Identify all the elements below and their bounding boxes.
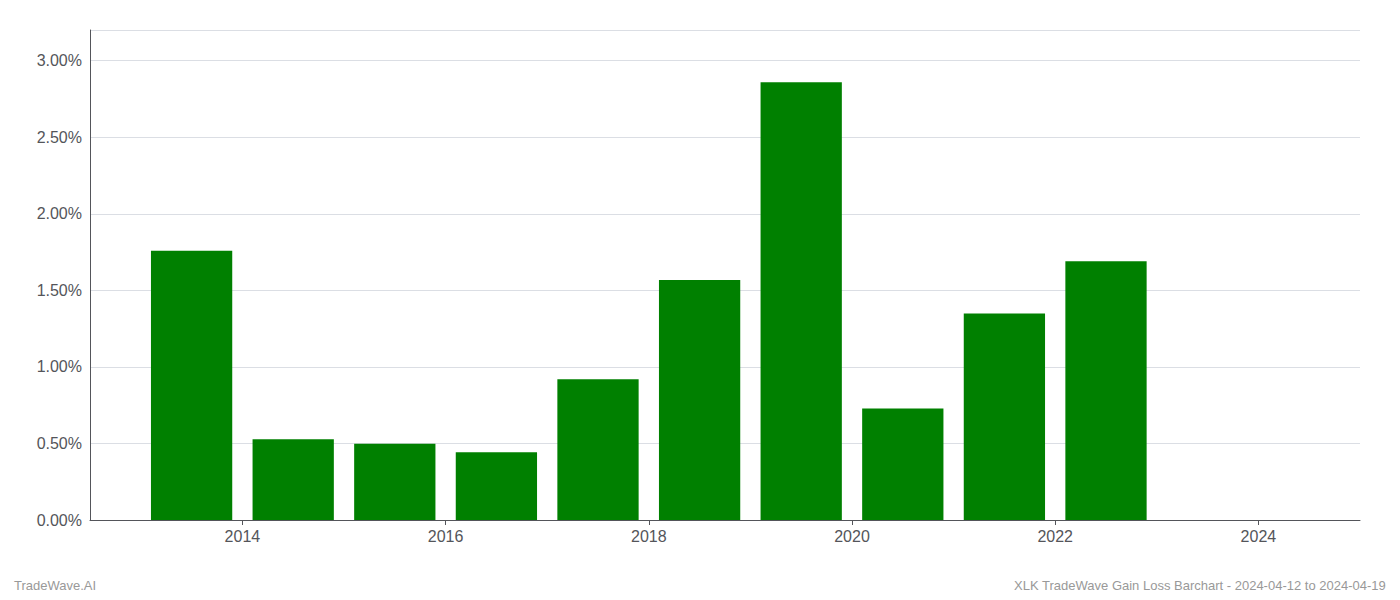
svg-text:XLK TradeWave Gain Loss Barcha: XLK TradeWave Gain Loss Barchart - 2024-… xyxy=(1014,578,1386,593)
svg-text:2016: 2016 xyxy=(428,528,464,545)
svg-text:3.00%: 3.00% xyxy=(37,52,82,69)
svg-text:2020: 2020 xyxy=(834,528,870,545)
svg-text:0.50%: 0.50% xyxy=(37,435,82,452)
svg-text:1.50%: 1.50% xyxy=(37,282,82,299)
svg-text:0.00%: 0.00% xyxy=(37,512,82,529)
svg-text:2024: 2024 xyxy=(1241,528,1277,545)
svg-text:TradeWave.AI: TradeWave.AI xyxy=(14,578,96,593)
svg-text:2014: 2014 xyxy=(225,528,261,545)
svg-text:1.00%: 1.00% xyxy=(37,358,82,375)
svg-text:2.50%: 2.50% xyxy=(37,129,82,146)
svg-text:2.00%: 2.00% xyxy=(37,205,82,222)
svg-text:2018: 2018 xyxy=(631,528,667,545)
svg-text:2022: 2022 xyxy=(1037,528,1073,545)
